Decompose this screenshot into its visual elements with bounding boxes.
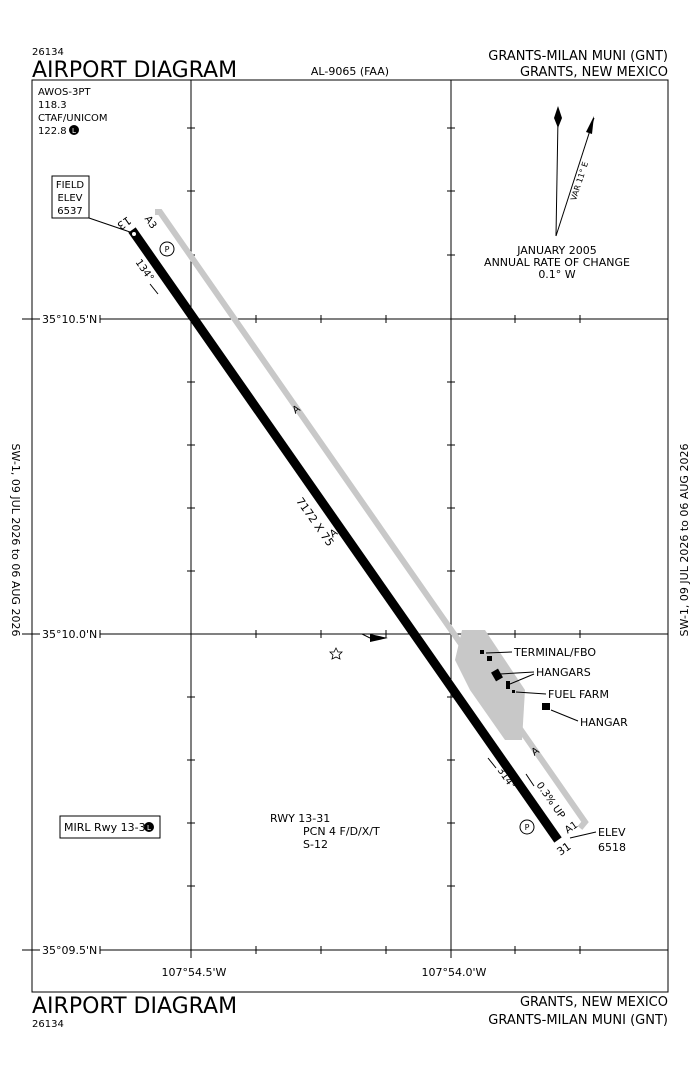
leader-line bbox=[88, 217, 131, 233]
magnetic-variation: VAR 11° E bbox=[569, 161, 590, 202]
parking-symbol: P bbox=[165, 245, 170, 254]
runway bbox=[128, 227, 562, 843]
footer-title: AIRPORT DIAGRAM bbox=[32, 994, 237, 1019]
runway-end: 13 bbox=[115, 214, 134, 233]
longitude-label: 107°54.0'W bbox=[422, 966, 487, 979]
latitude-label: 35°10.0'N bbox=[42, 628, 97, 641]
leader-line bbox=[550, 709, 579, 722]
heading-arrow bbox=[149, 283, 159, 295]
comm: CTAF/UNICOM bbox=[38, 113, 108, 124]
cycle-left: SW-1, 09 JUL 2026 to 06 AUG 2026 bbox=[9, 444, 22, 637]
parking-icon bbox=[159, 241, 175, 257]
runway-info: PCN 4 F/D/X/T bbox=[303, 825, 380, 838]
lighting-icon bbox=[144, 822, 154, 832]
variation-date: JANUARY 2005 bbox=[516, 244, 597, 257]
true-north-line bbox=[555, 117, 559, 237]
field-elevation: FIELD bbox=[56, 180, 85, 191]
lighting-icon bbox=[69, 125, 79, 135]
frame bbox=[31, 79, 669, 993]
facility: TERMINAL/FBO bbox=[513, 646, 596, 659]
runway-end-marker bbox=[132, 232, 136, 236]
parking-icon bbox=[519, 819, 535, 835]
facility: HANGARS bbox=[536, 666, 591, 679]
field-elevation: ELEV bbox=[57, 193, 82, 204]
building bbox=[506, 681, 510, 689]
field-elevation: 6537 bbox=[57, 206, 82, 217]
footer-airport-name: GRANTS-MILAN MUNI (GNT) bbox=[488, 1013, 668, 1028]
runway-end-elevation: ELEV bbox=[598, 826, 626, 839]
comm: 122.8 bbox=[38, 126, 67, 137]
procedure-id: AL-9065 (FAA) bbox=[311, 65, 389, 78]
beacon bbox=[329, 647, 343, 660]
variation-rate: 0.1° W bbox=[538, 268, 575, 281]
lighting-symbol: L bbox=[147, 824, 151, 832]
runway-end: 31 bbox=[555, 840, 574, 859]
field-elevation-box bbox=[51, 175, 90, 219]
taxiway bbox=[155, 209, 589, 830]
leader-line bbox=[569, 831, 597, 839]
comm: 118.3 bbox=[38, 100, 67, 111]
building bbox=[512, 690, 515, 693]
windsock bbox=[370, 634, 388, 642]
leader-line bbox=[515, 691, 547, 695]
windsock-pole bbox=[361, 633, 371, 639]
magnetic-north-line bbox=[555, 117, 595, 237]
taxiway-label: A3 bbox=[142, 214, 159, 231]
true-north-arrow bbox=[554, 106, 562, 128]
cycle-right: SW-1, 09 JUL 2026 to 06 AUG 2026 bbox=[678, 444, 691, 637]
building bbox=[491, 668, 503, 682]
facility: FUEL FARM bbox=[548, 688, 609, 701]
gradient-arrow bbox=[525, 773, 535, 787]
runway-info: RWY 13-31 bbox=[270, 812, 330, 825]
grid-ticks bbox=[99, 127, 581, 954]
airport-name: GRANTS-MILAN MUNI (GNT) bbox=[488, 49, 668, 64]
footer-city: GRANTS, NEW MEXICO bbox=[520, 995, 668, 1010]
apron bbox=[455, 630, 525, 740]
city: GRANTS, NEW MEXICO bbox=[520, 65, 668, 80]
latitude-label: 35°10.5'N bbox=[42, 313, 97, 326]
leader-line bbox=[485, 651, 513, 654]
building bbox=[487, 656, 492, 661]
taxiway-label: A1 bbox=[563, 820, 580, 837]
lighting-symbol: L bbox=[72, 127, 76, 135]
leader-line bbox=[499, 671, 535, 675]
longitude-label: 107°54.5'W bbox=[162, 966, 227, 979]
footer-chart-number: 26134 bbox=[32, 1019, 64, 1030]
facility: HANGAR bbox=[580, 716, 628, 729]
runway-end-elevation: 6518 bbox=[598, 841, 626, 854]
leader-line bbox=[509, 673, 535, 685]
latitude-label: 35°09.5'N bbox=[42, 944, 97, 957]
title: AIRPORT DIAGRAM bbox=[32, 58, 237, 83]
runway-dimensions: 7172 X 75 bbox=[293, 495, 336, 549]
building bbox=[542, 703, 550, 710]
variation-rate-label: ANNUAL RATE OF CHANGE bbox=[484, 256, 630, 269]
lighting-note: MIRL Rwy 13-31 bbox=[64, 821, 153, 834]
building bbox=[480, 650, 484, 654]
heading-arrow bbox=[487, 757, 497, 769]
magnetic-north-arrow bbox=[586, 116, 594, 134]
comm: AWOS-3PT bbox=[38, 87, 91, 98]
chart-number: 26134 bbox=[32, 47, 64, 58]
lighting-note-box bbox=[59, 815, 161, 839]
parking-symbol: P bbox=[525, 823, 530, 832]
runway-info: S-12 bbox=[303, 838, 328, 851]
